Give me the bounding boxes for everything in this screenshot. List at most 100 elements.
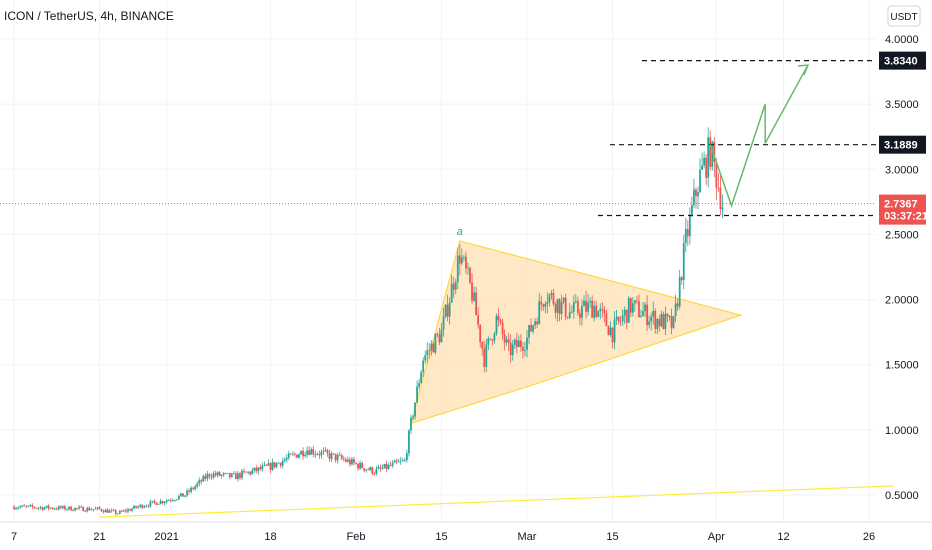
- candle-body: [450, 283, 453, 303]
- candle-body: [511, 344, 514, 356]
- candle-body: [454, 282, 457, 290]
- candle-body: [660, 313, 663, 327]
- candle-body: [194, 486, 197, 490]
- candle-body: [410, 417, 412, 431]
- candle-body: [243, 470, 245, 472]
- candle-body: [287, 453, 290, 458]
- candle-body: [66, 509, 68, 510]
- candle-body: [528, 325, 530, 338]
- candle-body: [682, 243, 685, 281]
- candle-body: [70, 506, 72, 511]
- candle-body: [684, 229, 687, 244]
- candle-body: [465, 256, 467, 269]
- projection-path[interactable]: [709, 64, 810, 209]
- candle-body: [572, 302, 575, 312]
- candle-body: [560, 301, 563, 314]
- candle-body: [456, 255, 459, 283]
- candle-body: [314, 454, 317, 455]
- candle-body: [385, 463, 388, 469]
- level-tag-label: 3.1889: [884, 140, 918, 152]
- candle-body: [39, 507, 42, 509]
- candle-body: [713, 141, 716, 163]
- x-tick-label: 21: [93, 531, 105, 543]
- candle-body: [214, 473, 217, 476]
- candle-body: [570, 311, 573, 313]
- candle-body: [100, 509, 103, 512]
- long-trendline[interactable]: [99, 485, 894, 518]
- candle-body: [27, 505, 30, 507]
- candle-body: [642, 311, 644, 317]
- candle-body: [208, 474, 211, 477]
- candle-body: [281, 460, 284, 466]
- candle-body: [585, 300, 587, 312]
- candle-body: [63, 506, 66, 510]
- candle-body: [171, 500, 174, 502]
- candle-body: [200, 480, 203, 482]
- candle-body: [434, 334, 437, 353]
- price-axis[interactable]: 4.0000 3.5000 3.0000 2.5000 2.0000 1.5000 1.00…: [885, 34, 919, 502]
- candle-body: [513, 339, 516, 345]
- candle-body: [556, 299, 559, 313]
- candle-body: [17, 507, 19, 509]
- symmetrical-triangle[interactable]: a: [410, 226, 743, 425]
- currency-button[interactable]: USDT: [887, 5, 921, 27]
- candle-body: [127, 509, 129, 512]
- candle-body: [436, 334, 439, 335]
- candle-body: [131, 508, 133, 511]
- candle-body: [165, 500, 168, 503]
- candle-body: [442, 316, 445, 330]
- candle-body: [715, 162, 718, 188]
- candle-body: [336, 455, 339, 461]
- x-tick-label: 7: [11, 531, 17, 543]
- candle-body: [379, 467, 382, 469]
- candle-body: [47, 505, 50, 509]
- y-tick-label: 1.5000: [885, 360, 919, 372]
- candle-body: [15, 508, 17, 510]
- candle-body: [587, 302, 589, 312]
- candle-body: [265, 464, 268, 466]
- candle-body: [247, 471, 250, 473]
- candle-body: [114, 510, 117, 514]
- candle-body: [566, 316, 569, 318]
- time-axis[interactable]: 7 21 2021 18 Feb 15 Mar 15 Apr 12 26: [0, 521, 932, 543]
- candle-body: [367, 469, 370, 471]
- candle-body: [212, 473, 215, 478]
- candle-body: [92, 509, 95, 510]
- candle-body: [458, 255, 461, 264]
- candle-body: [538, 301, 541, 325]
- x-tick-label: Feb: [347, 531, 366, 543]
- candle-body: [359, 462, 361, 469]
- x-tick-label: 15: [606, 531, 618, 543]
- candle-body: [574, 301, 577, 303]
- candle-body: [489, 338, 492, 340]
- candle-body: [495, 315, 498, 334]
- candle-body: [375, 468, 378, 474]
- candle-body: [493, 333, 496, 341]
- candle-body: [705, 157, 708, 178]
- candle-body: [438, 334, 441, 343]
- candle-body: [401, 460, 404, 462]
- candle-body: [198, 480, 201, 484]
- candle-body: [269, 463, 272, 470]
- candle-body: [609, 327, 612, 336]
- candle-body: [416, 386, 418, 403]
- candle-body: [509, 342, 512, 356]
- candle-body: [542, 304, 545, 307]
- y-tick-label: 2.0000: [885, 295, 919, 307]
- candle-body: [607, 326, 610, 336]
- candle-body: [640, 316, 642, 318]
- candle-body: [699, 169, 701, 192]
- candle-body: [515, 339, 518, 348]
- candle-body: [469, 267, 471, 283]
- candle-body: [391, 462, 394, 466]
- candle-body: [593, 305, 596, 318]
- candle-body: [141, 504, 144, 508]
- candle-body: [479, 324, 482, 343]
- triangle-shape: [410, 240, 743, 425]
- candle-body: [633, 300, 636, 304]
- candle-body: [120, 510, 123, 512]
- candle-body: [310, 449, 313, 455]
- candle-body: [517, 340, 520, 348]
